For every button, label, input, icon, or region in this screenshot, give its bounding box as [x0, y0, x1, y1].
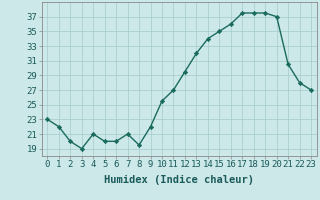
- X-axis label: Humidex (Indice chaleur): Humidex (Indice chaleur): [104, 175, 254, 185]
